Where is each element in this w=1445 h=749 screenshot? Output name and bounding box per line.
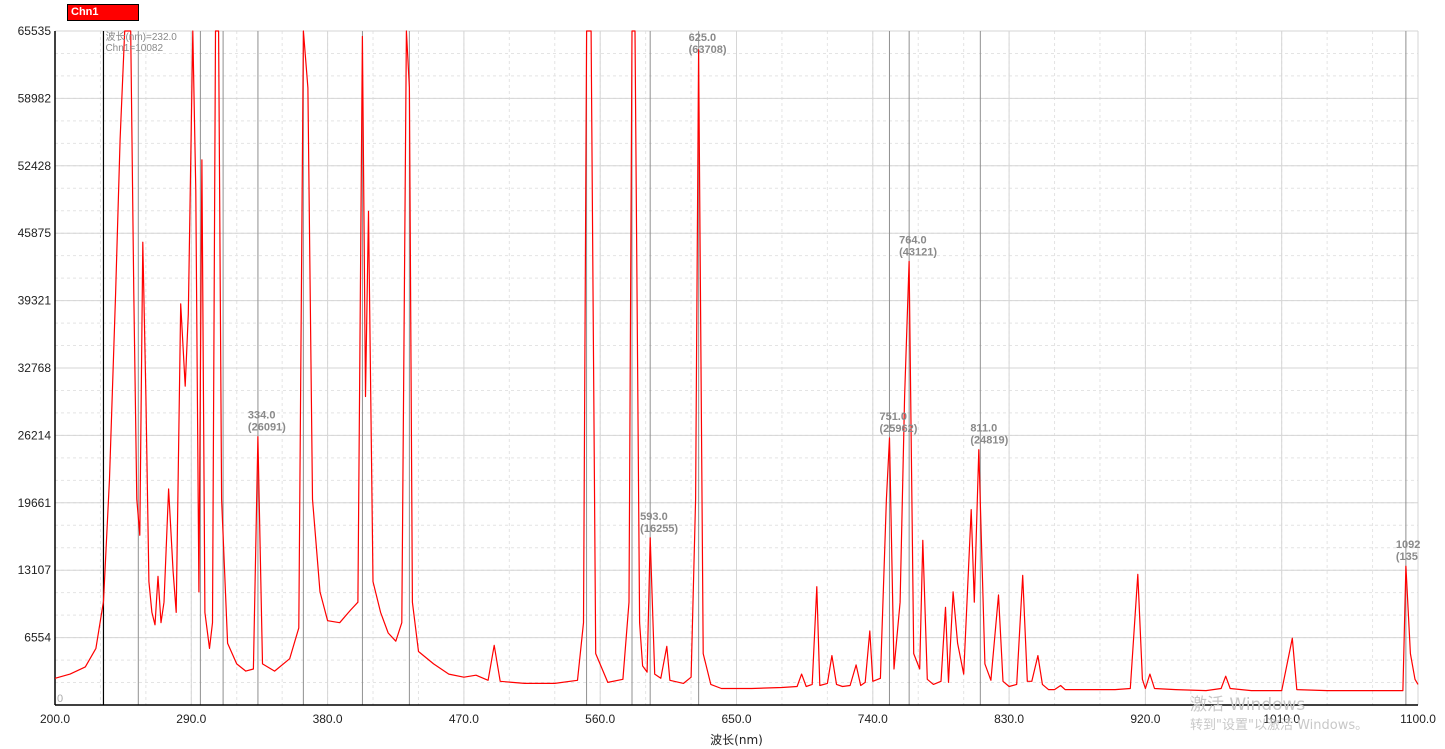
x-tick-label: 740.0	[858, 712, 888, 726]
x-tick-label: 830.0	[994, 712, 1024, 726]
legend-label: Chn1	[71, 6, 99, 18]
peak-label-value: (25962)	[879, 423, 917, 435]
cursor-readout-value: Chn1=10082	[105, 43, 163, 54]
windows-activation-watermark: 激活 Windows	[1190, 695, 1306, 715]
x-tick-label: 290.0	[176, 712, 206, 726]
y-tick-label: 26214	[18, 428, 52, 442]
peak-label-wavelength: 625.0	[689, 32, 717, 44]
windows-activation-hint: 转到"设置"以激活 Windows。	[1190, 718, 1369, 733]
peak-label-value: (135	[1396, 551, 1418, 563]
peak-labels: 波长(nm)=232.0Chn1=10082334.0(26091)593.0(…	[105, 30, 1420, 563]
peak-label-wavelength: 811.0	[970, 423, 997, 435]
y-tick-label: 58982	[18, 91, 52, 105]
peak-label-wavelength: 593.0	[640, 511, 668, 523]
peak-label-value: (26091)	[248, 422, 286, 434]
peak-label-value: (63708)	[689, 44, 727, 56]
x-tick-label: 920.0	[1130, 712, 1160, 726]
cursor-readout-wavelength: 波长(nm)=232.0	[105, 30, 177, 43]
peak-label-value: (24819)	[970, 435, 1008, 447]
y-tick-label: 65535	[18, 24, 52, 38]
legend-chn1[interactable]: Chn1	[67, 4, 139, 21]
y-tick-label: 45875	[18, 226, 52, 240]
peak-label-wavelength: 764.0	[899, 235, 927, 247]
x-axis-ticks: 200.0 290.0 380.0 470.0 560.0 650.0 740.0 830.0…	[40, 712, 1436, 726]
x-tick-label: 200.0	[40, 712, 70, 726]
peak-label-wavelength: 334.0	[248, 410, 276, 422]
peak-label-value: (43121)	[899, 247, 937, 259]
x-tick-label: 560.0	[585, 712, 615, 726]
peak-label-wavelength: 1092	[1396, 539, 1420, 551]
y-tick-label: 39321	[18, 294, 52, 308]
x-tick-label: 1010.0	[1263, 712, 1300, 726]
x-axis-label: 波长(nm)	[710, 733, 763, 747]
y-tick-label: 52428	[18, 159, 52, 173]
x-tick-label: 380.0	[313, 712, 343, 726]
x-tick-label: 650.0	[721, 712, 751, 726]
peak-label-value: (16255)	[640, 523, 678, 535]
y-tick-label: 6554	[24, 631, 51, 645]
grid-lines	[54, 30, 1419, 706]
y-tick-label: 13107	[18, 563, 52, 577]
x-tick-label: 1100.0	[1400, 712, 1436, 726]
peak-marker-lines	[102, 31, 1407, 705]
series-group	[54, 30, 1419, 692]
series-line-chn1	[54, 30, 1419, 692]
y-axis-ticks: 6554 13107 19661 26214 32768 39321 45875 52428 5…	[18, 24, 52, 645]
x-tick-label: 470.0	[449, 712, 479, 726]
y-tick-label: 19661	[18, 496, 52, 510]
y-tick-label: 32768	[18, 361, 52, 375]
peak-label-wavelength: 751.0	[879, 411, 907, 423]
origin-label: 0	[57, 693, 63, 705]
